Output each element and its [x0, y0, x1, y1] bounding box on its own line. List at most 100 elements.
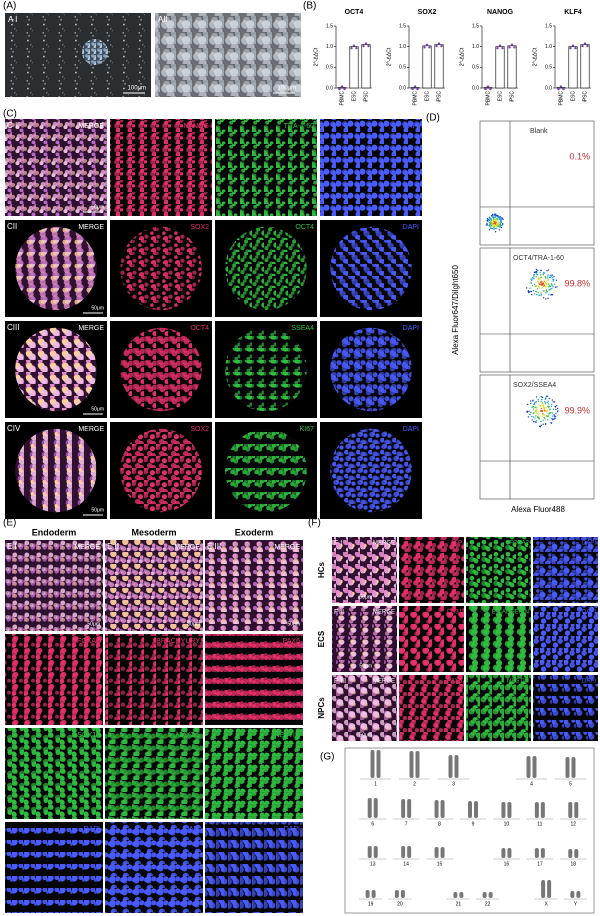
chromosome — [482, 892, 487, 898]
event — [541, 410, 543, 413]
label: (E) — [3, 518, 16, 529]
event — [549, 285, 552, 288]
event — [541, 284, 543, 286]
event — [545, 284, 547, 286]
event — [541, 280, 543, 283]
event — [547, 400, 549, 402]
event — [551, 403, 553, 406]
label: NESTIN — [274, 732, 300, 739]
image — [205, 728, 303, 819]
event — [538, 277, 540, 279]
event — [540, 396, 543, 398]
label: (A) — [3, 1, 16, 12]
point — [496, 46, 499, 50]
x-tick-label: ESC — [424, 91, 430, 102]
event — [541, 398, 543, 401]
label: BRACHYURY — [156, 638, 200, 645]
event — [542, 274, 545, 276]
event — [533, 403, 536, 405]
image — [5, 822, 103, 913]
event — [535, 285, 538, 287]
event — [493, 213, 496, 216]
event — [545, 395, 548, 398]
event — [553, 275, 555, 278]
label: Blank — [530, 128, 548, 135]
chromosome — [501, 848, 506, 858]
event — [490, 221, 492, 223]
point — [510, 43, 514, 47]
event — [529, 413, 531, 416]
event — [552, 408, 555, 411]
x-tick-label: PBMC — [412, 91, 418, 106]
event — [498, 229, 501, 231]
chromosome — [474, 801, 478, 818]
chromosome — [568, 802, 573, 818]
event — [537, 413, 540, 415]
image — [320, 119, 422, 216]
event — [490, 219, 493, 222]
label: A I — [8, 15, 17, 24]
point — [367, 44, 370, 48]
event — [500, 226, 503, 229]
point — [440, 44, 443, 48]
chromosome — [488, 892, 493, 898]
column-header: Exoderm — [235, 527, 274, 537]
image — [466, 606, 531, 672]
label: DAPI — [582, 610, 596, 616]
event — [535, 411, 537, 413]
event — [549, 288, 551, 291]
point — [364, 42, 368, 45]
image — [533, 675, 598, 741]
chromosome — [459, 892, 464, 898]
point — [435, 44, 438, 48]
label: SOX17 — [77, 732, 100, 739]
event — [501, 218, 503, 220]
event — [543, 416, 545, 419]
event — [553, 416, 556, 418]
point — [501, 46, 504, 50]
event — [542, 406, 545, 408]
label: 50μm — [87, 621, 100, 627]
label: AFP — [450, 541, 462, 547]
chromosome — [574, 849, 579, 858]
point — [571, 44, 575, 47]
label: DAPI — [403, 123, 419, 130]
event — [501, 224, 503, 227]
event — [529, 400, 532, 402]
label: MERGE — [373, 610, 395, 616]
colony — [225, 428, 307, 513]
label: MERGE — [78, 325, 104, 332]
point — [428, 46, 431, 49]
point — [362, 44, 365, 48]
point — [581, 44, 584, 48]
label: SSEA4 — [291, 325, 314, 332]
bar — [422, 45, 432, 89]
y-tick-label: 1.5 — [472, 23, 479, 29]
event — [492, 222, 495, 225]
colony — [15, 327, 97, 412]
y-tick-label: 0.0 — [326, 85, 333, 91]
event — [545, 415, 548, 417]
event — [545, 423, 547, 425]
y-tick-label: 0.5 — [399, 65, 406, 71]
event — [532, 277, 534, 279]
event — [496, 215, 499, 217]
label: 100μm — [128, 86, 146, 92]
point — [425, 43, 429, 47]
event — [538, 294, 540, 296]
y-axis-label: 2^-ΔΔCt — [313, 47, 319, 66]
chromosome — [407, 799, 412, 818]
event — [542, 404, 544, 407]
event — [490, 224, 493, 227]
event — [535, 268, 538, 271]
image — [205, 540, 303, 631]
event — [548, 397, 550, 400]
label: DAPI — [582, 679, 596, 685]
event — [554, 417, 556, 420]
event — [495, 225, 498, 227]
event — [548, 276, 551, 279]
label: 99.9% — [564, 405, 590, 415]
event — [540, 283, 542, 285]
event — [494, 224, 496, 226]
label: 99.8% — [564, 278, 590, 288]
